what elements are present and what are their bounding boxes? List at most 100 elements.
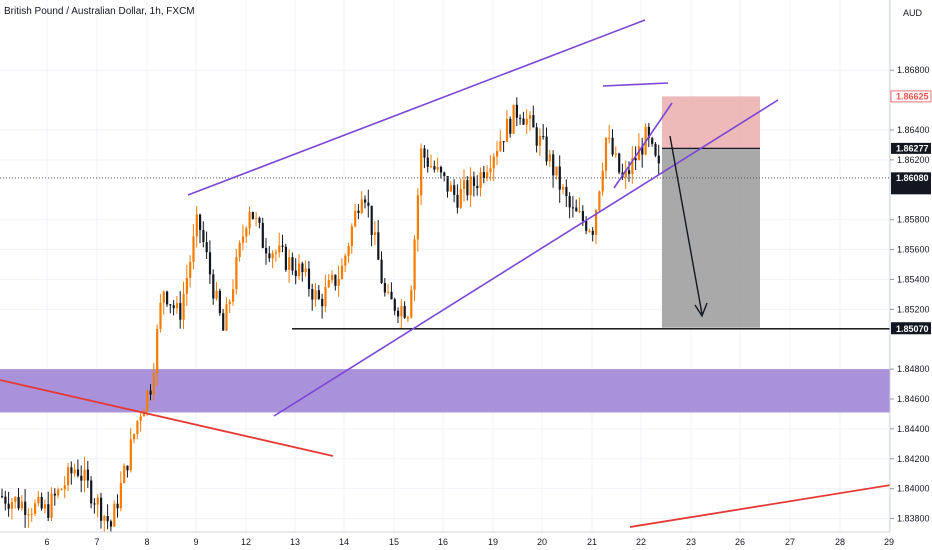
candle-body xyxy=(208,252,212,275)
x-tick-label: 9 xyxy=(193,537,198,547)
candle-body xyxy=(502,141,505,143)
candle-body xyxy=(499,141,502,151)
candle-body xyxy=(60,489,63,491)
candle-body xyxy=(57,489,60,496)
stop-loss-zone[interactable] xyxy=(662,96,760,149)
candle-body xyxy=(420,148,423,196)
price-tag-stop[interactable] xyxy=(890,90,932,103)
candle-body xyxy=(505,118,509,142)
candle-body xyxy=(542,136,545,138)
candle-body xyxy=(350,226,353,246)
x-tick-label: 28 xyxy=(835,537,845,547)
candle-body xyxy=(126,465,129,471)
candle-body xyxy=(288,257,291,270)
channel-upper-line[interactable] xyxy=(187,19,646,196)
candle-body xyxy=(598,191,601,211)
candle-body xyxy=(469,176,472,196)
candle-body xyxy=(486,172,489,179)
trend-line-right[interactable] xyxy=(629,479,923,528)
candle-body xyxy=(222,313,225,331)
candle-body xyxy=(512,104,515,134)
price-tag-label: 1.86080 xyxy=(896,173,929,183)
candle-body xyxy=(215,290,218,299)
candle-body xyxy=(397,310,400,317)
candle-body xyxy=(611,137,614,155)
candle-body xyxy=(241,236,245,243)
wedge-bottom-line[interactable] xyxy=(613,102,673,189)
candle-body xyxy=(439,166,443,173)
x-tick-label: 20 xyxy=(537,537,547,547)
candle-body xyxy=(232,289,235,302)
candle-body xyxy=(492,156,495,169)
candle-body xyxy=(70,467,73,474)
channel-lower-line[interactable] xyxy=(273,99,779,417)
candle-body xyxy=(255,217,258,219)
candle-body xyxy=(86,469,89,481)
price-tag-entry[interactable] xyxy=(891,323,931,335)
candle-body xyxy=(159,302,162,329)
wedge-top-line[interactable] xyxy=(602,82,669,87)
candle-body xyxy=(133,434,136,440)
candle-body xyxy=(373,232,377,235)
candle-body xyxy=(284,246,287,270)
candle-body xyxy=(430,166,433,168)
candle-body xyxy=(334,274,337,286)
x-tick-label: 14 xyxy=(339,537,349,547)
projection-arrow[interactable] xyxy=(669,135,703,315)
candle-body xyxy=(202,230,205,243)
candle-body xyxy=(426,157,429,167)
x-tick-label: 23 xyxy=(686,537,696,547)
candle-body xyxy=(482,172,485,179)
candle-body xyxy=(552,154,555,176)
candle-body xyxy=(453,185,456,195)
candle-body xyxy=(109,521,113,527)
candle-body xyxy=(268,253,271,259)
candle-body xyxy=(515,104,518,118)
time-axis[interactable] xyxy=(0,532,932,550)
candle-body xyxy=(367,202,370,206)
candle-body xyxy=(466,180,469,196)
candle-body xyxy=(410,289,413,318)
candle-body xyxy=(34,503,37,514)
y-tick-label: 1.84000 xyxy=(897,484,930,494)
candle-body xyxy=(298,263,301,276)
x-tick-label: 13 xyxy=(290,537,300,547)
x-tick-label: 6 xyxy=(44,537,49,547)
candle-body xyxy=(238,242,241,258)
candle-body xyxy=(37,496,40,504)
price-tag-entry[interactable] xyxy=(891,142,931,154)
price-tag-last[interactable] xyxy=(891,172,931,195)
y-tick-label: 1.85600 xyxy=(897,245,930,255)
candle-body xyxy=(433,166,436,170)
candle-body xyxy=(618,153,621,173)
candle-body xyxy=(631,158,634,175)
candle-body xyxy=(344,255,347,266)
demand-zone[interactable] xyxy=(0,369,890,413)
candle-body xyxy=(347,245,350,256)
candle-body xyxy=(90,480,93,504)
candle-body xyxy=(476,185,479,189)
x-tick-label: 29 xyxy=(884,537,894,547)
candle-body xyxy=(307,268,311,290)
candle-body xyxy=(47,504,50,518)
trend-line-left[interactable] xyxy=(0,379,334,457)
candle-body xyxy=(4,496,7,504)
candle-body xyxy=(7,503,10,509)
candle-body xyxy=(149,390,152,395)
candle-body xyxy=(113,503,116,527)
candle-body xyxy=(123,465,126,483)
candle-body xyxy=(100,497,103,521)
candle-body xyxy=(449,185,452,192)
candle-body xyxy=(261,222,264,248)
candle-body xyxy=(274,252,278,254)
candle-body xyxy=(364,199,367,203)
candle-body xyxy=(446,175,449,192)
candle-body xyxy=(377,232,380,260)
candle-body xyxy=(251,212,254,219)
candle-body xyxy=(575,207,578,212)
candle-body xyxy=(235,257,238,290)
candle-body xyxy=(162,291,165,303)
candle-body xyxy=(311,289,314,300)
candle-body xyxy=(538,136,542,146)
